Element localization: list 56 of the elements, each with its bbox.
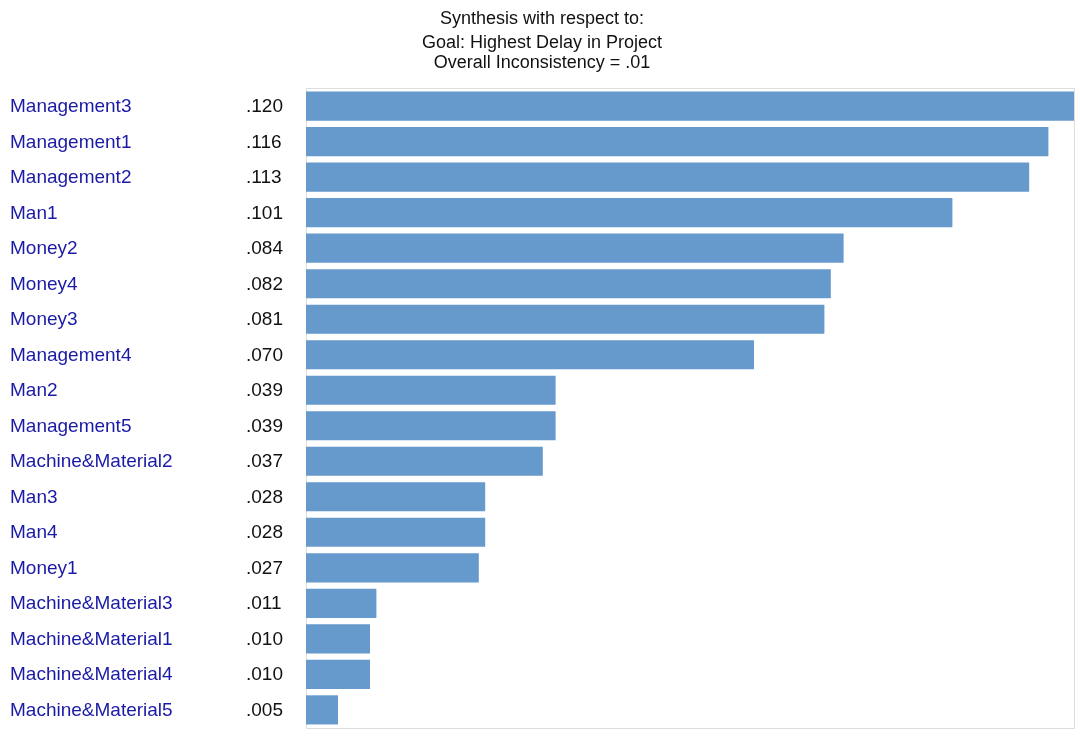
data-label: .010 xyxy=(246,627,283,649)
data-label: .027 xyxy=(246,556,283,578)
data-label: .082 xyxy=(246,272,283,294)
y-tick-label: Man3 xyxy=(10,485,58,507)
bar xyxy=(306,91,1074,121)
data-label: .101 xyxy=(246,201,283,223)
y-tick-label: Machine&Material4 xyxy=(10,663,174,685)
data-label: .037 xyxy=(246,450,283,472)
bar xyxy=(306,553,479,583)
bar xyxy=(306,375,556,405)
bar xyxy=(306,304,825,334)
y-tick-label: Man2 xyxy=(10,379,58,401)
y-tick-label: Management5 xyxy=(10,414,132,436)
y-tick-label: Money3 xyxy=(10,308,78,330)
y-tick-label: Management2 xyxy=(10,166,132,188)
data-label: .028 xyxy=(246,521,283,543)
bar xyxy=(306,446,543,476)
data-label: .081 xyxy=(246,308,283,330)
data-label: .116 xyxy=(246,130,282,152)
y-tick-label: Man4 xyxy=(10,521,58,543)
data-label: .005 xyxy=(246,698,283,720)
bar xyxy=(306,233,844,263)
bar xyxy=(306,624,370,654)
data-label: .010 xyxy=(246,663,283,685)
bar xyxy=(306,411,556,441)
bar xyxy=(306,482,486,512)
bar xyxy=(306,162,1030,192)
chart-title: Synthesis with respect to: xyxy=(439,8,645,28)
y-tick-label: Machine&Material2 xyxy=(10,450,173,472)
data-label: .039 xyxy=(246,379,283,401)
y-tick-label: Man1 xyxy=(10,201,58,223)
y-tick-label: Money1 xyxy=(10,556,78,578)
bar xyxy=(306,517,486,547)
y-tick-label: Management3 xyxy=(10,95,132,117)
data-label: .070 xyxy=(246,343,283,365)
y-tick-label: Machine&Material5 xyxy=(10,698,173,720)
data-label: .113 xyxy=(246,166,282,188)
data-label: .084 xyxy=(246,237,284,259)
y-tick-label: Machine&Material1 xyxy=(10,627,173,649)
y-tick-label: Money4 xyxy=(10,272,79,294)
data-label: .120 xyxy=(246,95,283,117)
y-tick-label: Management4 xyxy=(10,343,132,365)
chart-subtitle: Goal: Highest Delay in Project Overall Inconsistency = .01 xyxy=(421,32,663,72)
bar xyxy=(306,127,1049,157)
bar xyxy=(306,269,831,299)
data-label: .028 xyxy=(246,485,283,507)
y-tick-label: Management1 xyxy=(10,130,132,152)
bar xyxy=(306,198,953,228)
data-label: .039 xyxy=(246,414,283,436)
bar xyxy=(306,695,338,725)
bar xyxy=(306,588,377,618)
bar xyxy=(306,340,754,370)
y-tick-label: Money2 xyxy=(10,237,78,259)
data-label: .011 xyxy=(246,592,282,614)
y-tick-label: Machine&Material3 xyxy=(10,592,173,614)
bar xyxy=(306,659,370,689)
